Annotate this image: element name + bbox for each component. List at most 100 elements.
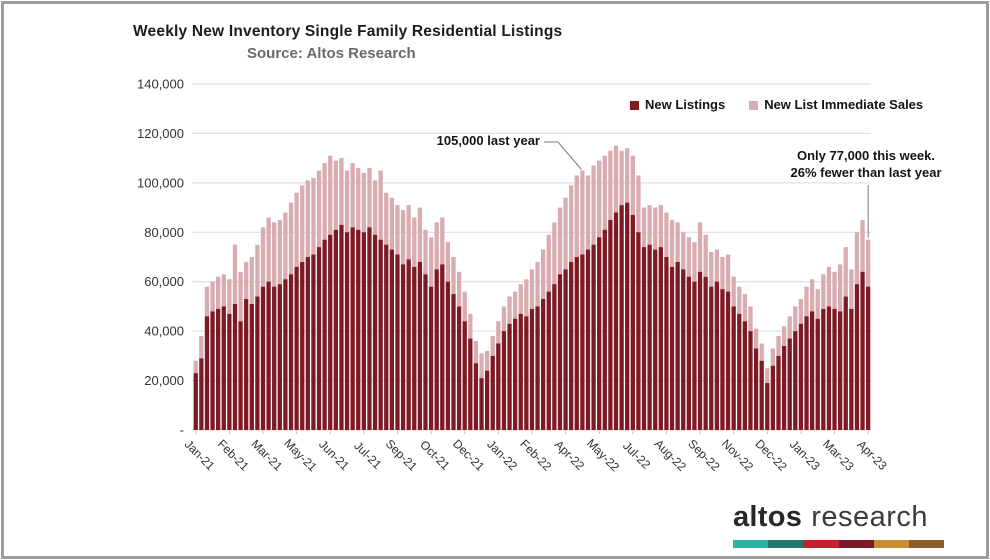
bar-new-listings (316, 247, 322, 430)
annotation-last-year: 105,000 last year (436, 133, 540, 148)
x-axis-label: Feb-22 (517, 437, 554, 474)
x-axis-label: Jan-22 (484, 437, 520, 473)
bar-immediate-sales (821, 274, 826, 309)
bar-new-listings (193, 373, 198, 430)
bar-immediate-sales (541, 249, 546, 300)
bar-immediate-sales (625, 148, 630, 203)
bar-immediate-sales (216, 276, 221, 309)
bar-new-listings (249, 303, 254, 430)
bar-new-listings (630, 214, 635, 430)
bar-new-listings (697, 271, 703, 430)
bar-immediate-sales (557, 207, 563, 275)
y-axis-label: 20,000 (144, 373, 184, 388)
bar-new-listings (507, 323, 512, 430)
bar-new-listings (333, 229, 338, 430)
bar-new-listings (244, 299, 249, 430)
bar-new-listings (445, 281, 451, 430)
bar-immediate-sales (613, 145, 619, 213)
bar-immediate-sales (714, 249, 720, 282)
bar-new-listings (860, 271, 865, 430)
bar-immediate-sales (305, 180, 310, 257)
bar-immediate-sales (238, 271, 243, 322)
bar-new-listings (793, 331, 798, 430)
bar-immediate-sales (417, 207, 423, 262)
x-axis-label: Dec-22 (753, 437, 790, 474)
bar-immediate-sales (322, 163, 327, 240)
bar-new-listings (199, 358, 204, 430)
x-axis-label: Jun-21 (316, 437, 352, 473)
bar-immediate-sales (372, 180, 378, 235)
logo-stripe-segment (803, 540, 839, 548)
bar-immediate-sales (653, 207, 658, 250)
bar-immediate-sales (815, 289, 820, 319)
y-axis-label: - (180, 423, 184, 438)
bar-new-listings (585, 249, 591, 430)
bar-new-listings (602, 229, 607, 430)
bar-new-listings (311, 254, 316, 430)
bar-new-listings (378, 239, 383, 430)
bar-immediate-sales (255, 244, 260, 297)
bar-new-listings (709, 286, 714, 430)
x-axis-label: Mar-23 (820, 437, 857, 474)
bar-immediate-sales (580, 170, 585, 255)
bar-new-listings (787, 338, 792, 430)
bar-immediate-sales (591, 165, 596, 245)
bar-new-listings (406, 259, 411, 430)
chart-title: Weekly New Inventory Single Family Resid… (133, 23, 563, 40)
bar-new-listings (574, 257, 579, 430)
bar-immediate-sales (619, 150, 624, 206)
bar-immediate-sales (193, 360, 198, 374)
bar-immediate-sales (406, 205, 411, 260)
x-axis-label: May-21 (281, 436, 319, 474)
bar-immediate-sales (512, 291, 518, 319)
bar-new-listings (865, 286, 871, 430)
bar-new-listings (221, 306, 226, 430)
bar-immediate-sales (585, 175, 591, 250)
bar-new-listings (210, 311, 215, 430)
bar-immediate-sales (490, 336, 495, 356)
bar-new-listings (613, 212, 619, 430)
y-axis-label: 40,000 (144, 324, 184, 339)
bar-immediate-sales (837, 264, 843, 312)
bar-immediate-sales (725, 254, 731, 292)
bar-immediate-sales (300, 185, 305, 262)
bar-immediate-sales (748, 306, 753, 332)
bar-new-listings (753, 348, 759, 430)
bar-new-listings (434, 269, 439, 430)
y-axis-label: 140,000 (137, 77, 184, 92)
bar-immediate-sales (860, 219, 865, 272)
bar-new-listings (725, 291, 731, 430)
bar-immediate-sales (445, 242, 451, 282)
x-axis-label: Dec-21 (450, 437, 487, 474)
bar-immediate-sales (344, 170, 350, 233)
x-axis-label: Jan-23 (787, 437, 823, 473)
bar-new-listings (541, 299, 546, 430)
bar-new-listings (843, 296, 848, 430)
bar-immediate-sales (440, 217, 445, 265)
annotation-this-week-line1: Only 77,000 this week. (796, 148, 936, 163)
bar-immediate-sales (249, 257, 254, 304)
bar-immediate-sales (529, 269, 535, 309)
bar-immediate-sales (468, 313, 473, 339)
bar-immediate-sales (423, 229, 428, 275)
bar-immediate-sales (552, 222, 557, 285)
bar-immediate-sales (787, 316, 792, 339)
bar-immediate-sales (260, 227, 266, 287)
bar-immediate-sales (669, 219, 675, 267)
bar-new-listings (272, 286, 277, 430)
bar-new-listings (748, 331, 753, 430)
bar-immediate-sales (333, 160, 338, 230)
bar-new-listings (305, 257, 310, 430)
legend-label: New Listings (645, 97, 726, 112)
bar-new-listings (731, 306, 736, 430)
bar-new-listings (641, 247, 647, 430)
bar-immediate-sales (781, 326, 787, 346)
bar-immediate-sales (658, 205, 663, 248)
bar-immediate-sales (524, 279, 529, 317)
bar-immediate-sales (703, 234, 708, 277)
bar-immediate-sales (675, 222, 680, 262)
bar-immediate-sales (630, 155, 635, 215)
logo-stripe-segment (908, 540, 945, 548)
